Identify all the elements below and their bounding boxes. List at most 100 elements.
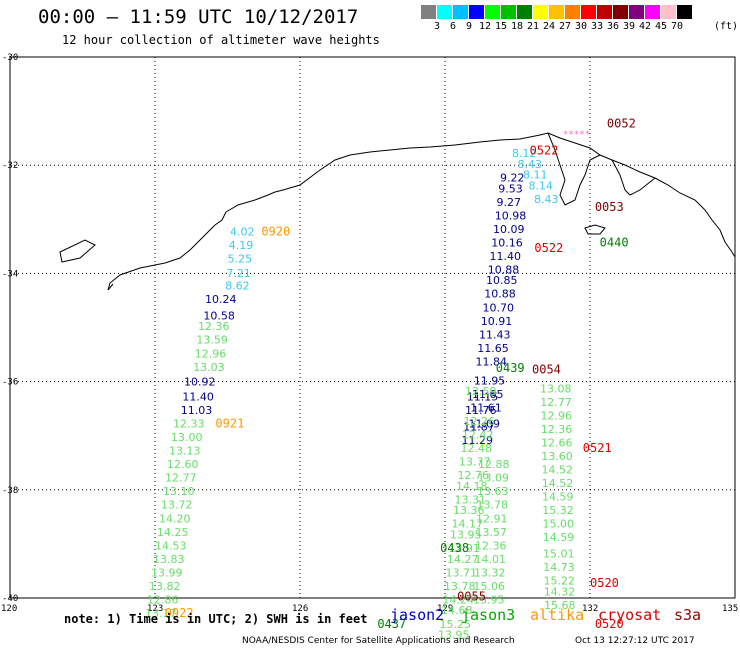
legend-jason2: jason2 <box>390 606 445 624</box>
colorbar-label: 18 <box>510 21 524 32</box>
swh-value: 12.77 <box>165 472 197 485</box>
swh-value: 8.11 <box>523 169 548 182</box>
swh-value: 5.25 <box>228 253 253 266</box>
swh-value: 10.70 <box>483 301 515 314</box>
pass-time-label: 0438 <box>440 541 469 555</box>
swh-value: 15.95 <box>473 593 505 606</box>
swh-value: 12.33 <box>173 418 205 431</box>
swh-value: 12.91 <box>476 512 508 525</box>
swh-value: 12.66 <box>541 437 573 450</box>
swh-value: 15.32 <box>542 504 574 517</box>
legend-s3a: s3a <box>674 606 702 624</box>
pass-time-label: 0054 <box>532 362 561 376</box>
colorbar-swatch <box>469 5 485 19</box>
lat-label: -38 <box>2 486 18 496</box>
swh-value: 12.26 <box>464 415 496 428</box>
swh-value: 14.27 <box>447 553 479 566</box>
swh-value: 12.77 <box>540 396 572 409</box>
swh-value: 12.36 <box>475 539 507 552</box>
pass-time-label: 0921 <box>215 417 244 431</box>
swh-value: 15.06 <box>474 580 506 593</box>
colorbar-swatch <box>437 5 453 19</box>
legend-cryosat: cryosat <box>598 606 662 624</box>
colorbar-swatch <box>581 5 597 19</box>
swh-value: 11.76 <box>465 404 497 417</box>
colorbar-label: 27 <box>558 21 572 32</box>
colorbar-unit: (ft) <box>713 21 739 32</box>
lon-label: 132 <box>582 604 598 614</box>
lon-label: 135 <box>722 604 738 614</box>
colorbar-swatch <box>565 5 581 19</box>
swh-value: 13.77 <box>459 455 491 468</box>
swh-value: 14.59 <box>543 531 575 544</box>
map-title: 00:00 – 11:59 UTC 10/12/2017 <box>38 6 359 28</box>
swh-value: 13.71 <box>446 566 478 579</box>
map-frame <box>9 56 736 599</box>
swh-value: 9.22 <box>500 171 525 184</box>
swh-value: 12.48 <box>461 442 493 455</box>
swh-value: 4.02 <box>230 226 255 239</box>
swh-value: 12.42 <box>462 428 494 441</box>
swh-value: 12.96 <box>195 347 227 360</box>
swh-value: 13.10 <box>163 485 195 498</box>
lat-label: -32 <box>2 161 18 171</box>
colorbar-swatch <box>613 5 629 19</box>
swh-value: 11.65 <box>472 388 504 401</box>
legend-altika: altika <box>530 606 585 624</box>
swh-value: 10.24 <box>205 293 237 306</box>
swh-value: 14.53 <box>155 539 187 552</box>
colorbar-label: 36 <box>606 21 620 32</box>
colorbar-label: 42 <box>638 21 652 32</box>
swh-value: 14.25 <box>157 526 189 539</box>
colorbar-label: 45 <box>654 21 668 32</box>
lon-label: 123 <box>147 604 163 614</box>
credit-text: NOAA/NESDIS Center for Satellite Applica… <box>242 636 515 646</box>
swh-value: 12.36 <box>541 423 573 436</box>
swh-value: 11.84 <box>476 355 508 368</box>
colorbar-label: 3 <box>433 21 441 32</box>
swh-value: 9.53 <box>498 182 523 195</box>
swh-value: 13.31 <box>455 493 487 506</box>
colorbar-label: 39 <box>622 21 636 32</box>
colorbar-swatch <box>485 5 501 19</box>
lat-label: -30 <box>2 53 18 63</box>
colorbar <box>421 5 693 19</box>
swh-value: 13.60 <box>541 450 573 463</box>
swh-value: 11.15 <box>467 391 499 404</box>
pass-time-label: 0440 <box>600 235 629 249</box>
pass-time-label: 0522 <box>534 241 563 255</box>
colorbar-label: 12 <box>478 21 492 32</box>
swh-value: 12.60 <box>167 458 199 471</box>
swh-value: 12.91 <box>449 542 481 555</box>
pass-time-label: 0439 <box>496 361 525 375</box>
colorbar-swatch <box>597 5 613 19</box>
swh-value: 8.12 <box>512 147 537 160</box>
colorbar-label: 9 <box>465 21 473 32</box>
swh-value: 9.27 <box>497 196 522 209</box>
pass-time-label: 0052 <box>607 116 636 130</box>
swh-value: 4.19 <box>229 239 254 252</box>
swh-value: 10.58 <box>203 309 235 322</box>
swh-value: 8.43 <box>518 158 543 171</box>
swh-value: 13.83 <box>153 553 185 566</box>
legend-jason3: jason3 <box>461 606 516 624</box>
swh-value: 12.76 <box>458 469 490 482</box>
swh-value: 14.32 <box>544 585 576 598</box>
swh-value: 13.95 <box>438 629 470 642</box>
swh-value: 13.72 <box>161 499 193 512</box>
pass-time-label: 0922 <box>165 606 194 620</box>
swh-value: 10.91 <box>481 315 513 328</box>
swh-value: 13.59 <box>196 334 228 347</box>
colorbar-label: 21 <box>526 21 540 32</box>
colorbar-label: 15 <box>494 21 508 32</box>
swh-value: 11.40 <box>490 250 522 263</box>
swh-value: 13.17 <box>145 607 177 620</box>
swh-value: 14.01 <box>475 553 507 566</box>
colorbar-swatch <box>629 5 645 19</box>
swh-value: 13.95 <box>450 528 482 541</box>
swh-value: 11.87 <box>463 420 495 433</box>
colorbar-swatch <box>549 5 565 19</box>
swh-value: 8.62 <box>225 280 250 293</box>
lon-label: 120 <box>1 604 17 614</box>
coastline <box>547 132 601 206</box>
